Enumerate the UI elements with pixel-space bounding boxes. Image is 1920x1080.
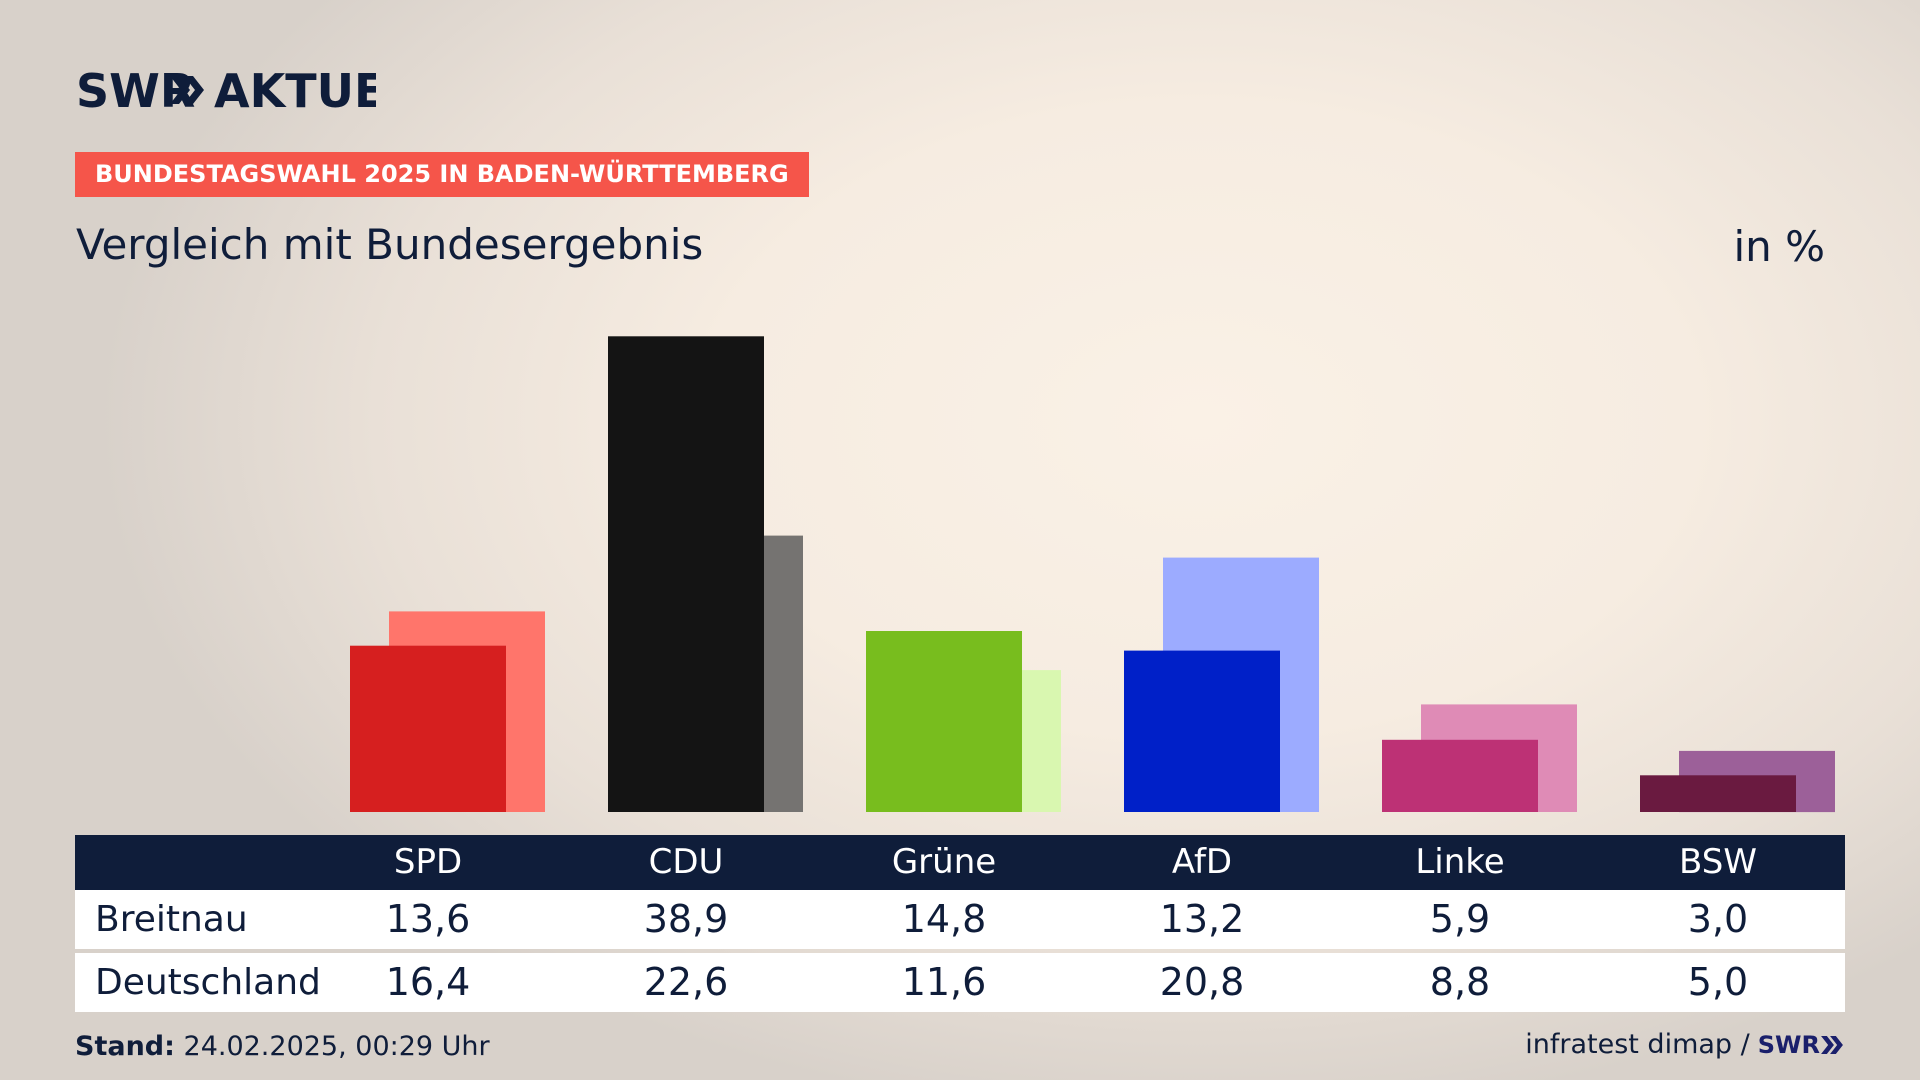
bar-breitnau-5 (1640, 775, 1796, 812)
value-cell: 5,9 (1429, 897, 1491, 941)
row-label: Breitnau (95, 899, 248, 940)
bar-breitnau-2 (866, 631, 1022, 812)
value-cell: 14,8 (901, 897, 987, 941)
stand-value: 24.02.2025, 00:29 Uhr (183, 1031, 490, 1062)
value-cell: 11,6 (901, 960, 987, 1004)
row-label: Deutschland (95, 962, 321, 1003)
bar-breitnau-3 (1124, 650, 1280, 812)
mini-logo-chevrons-icon (1821, 1035, 1843, 1054)
unit-label: in % (1733, 222, 1825, 271)
party-header: SPD (393, 842, 463, 882)
party-header: AfD (1171, 842, 1233, 882)
value-cell: 8,8 (1429, 960, 1491, 1004)
chart-subtitle: Vergleich mit Bundesergebnis (76, 220, 704, 269)
value-cell: 13,2 (1159, 897, 1245, 941)
logo-swr-text: SWR (76, 64, 195, 116)
value-cell: 20,8 (1159, 960, 1245, 1004)
stand-label: Stand: (75, 1031, 175, 1062)
table-header: SPD CDU Grüne AfD Linke BSW (75, 835, 1845, 890)
bar-breitnau-1 (608, 336, 764, 812)
source-credit: infratest dimap / SWR (1525, 1029, 1844, 1060)
mini-logo-text: SWR (1757, 1030, 1820, 1059)
party-header: BSW (1679, 842, 1757, 882)
value-cell: 5,0 (1687, 960, 1749, 1004)
table-row: Breitnau 13,6 38,9 14,8 13,2 5,9 3,0 (75, 890, 1845, 949)
party-header: CDU (648, 842, 724, 882)
bar-breitnau-4 (1382, 739, 1538, 812)
bar-chart (350, 336, 1835, 813)
value-cell: 22,6 (643, 960, 729, 1004)
swr-aktuell-logo: SWR AKTUELL (76, 64, 376, 116)
party-header: Grüne (891, 842, 997, 882)
timestamp: Stand: 24.02.2025, 00:29 Uhr (75, 1031, 490, 1062)
value-cell: 16,4 (385, 960, 471, 1004)
results-table: SPD CDU Grüne AfD Linke BSW Breitnau 13,6 38,9 1… (75, 835, 1845, 1012)
election-banner: BUNDESTAGSWAHL 2025 IN BADEN-WÜRTTEMBERG (75, 152, 809, 197)
logo-aktuell-text: AKTUELL (214, 64, 376, 116)
value-cell: 3,0 (1687, 897, 1749, 941)
value-cell: 38,9 (643, 897, 729, 941)
party-header: Linke (1415, 842, 1505, 882)
value-cell: 13,6 (385, 897, 471, 941)
table-row: Deutschland 16,4 22,6 11,6 20,8 8,8 5,0 (75, 953, 1845, 1012)
swr-mini-logo: SWR (1758, 1031, 1844, 1059)
logo-chevrons-icon (170, 76, 204, 104)
bar-breitnau-0 (350, 645, 506, 812)
source-text: infratest dimap / (1525, 1029, 1750, 1060)
table-body: Breitnau 13,6 38,9 14,8 13,2 5,9 3,0 Deutschlan… (75, 890, 1845, 1012)
